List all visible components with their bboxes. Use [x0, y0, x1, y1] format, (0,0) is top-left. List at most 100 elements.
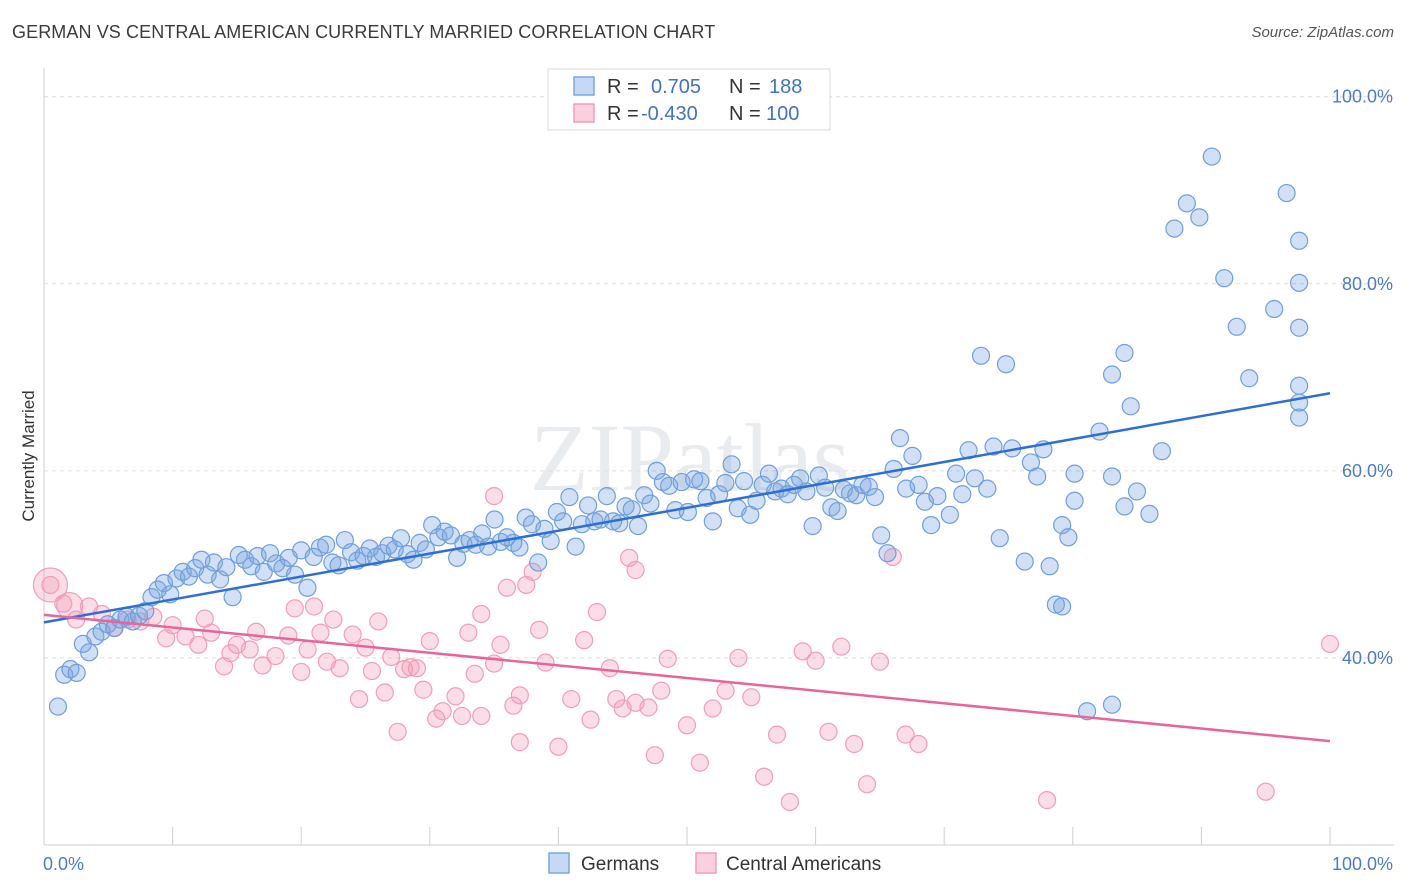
legend-r-value-1: 0.705 — [651, 76, 701, 98]
data-point-central-americans — [362, 661, 382, 681]
data-point-central-americans — [510, 733, 529, 752]
data-point-germans — [229, 545, 248, 565]
data-point-germans — [317, 535, 336, 554]
data-point-germans — [260, 544, 280, 563]
data-point-central-americans — [1320, 634, 1340, 653]
data-point-germans — [223, 588, 242, 607]
data-point-central-americans — [452, 706, 472, 726]
data-point-central-americans — [562, 689, 581, 709]
data-point-germans — [928, 487, 947, 506]
data-point-central-americans — [189, 635, 208, 654]
data-point-germans — [485, 510, 504, 529]
y-axis-label: Currently Married — [19, 390, 38, 521]
data-point-germans — [847, 486, 866, 505]
trend-lines — [43, 391, 1331, 743]
data-point-germans — [865, 487, 885, 507]
data-point-germans — [647, 461, 666, 480]
data-point-germans — [903, 446, 922, 465]
data-point-germans — [1202, 147, 1221, 166]
data-point-germans — [1215, 269, 1234, 288]
y-tick-label: 40.0% — [1342, 648, 1393, 668]
correlation-legend: R = 0.705 N = 188 R = -0.430 N = 100 — [547, 68, 831, 131]
data-point-germans — [1177, 194, 1196, 213]
data-point-central-americans — [780, 792, 799, 812]
data-point-germans — [990, 529, 1009, 548]
data-point-germans — [922, 516, 941, 535]
data-point-central-americans — [523, 562, 542, 581]
data-point-central-americans — [311, 623, 330, 642]
legend-r-value-2: -0.430 — [641, 103, 698, 125]
data-point-central-americans — [324, 610, 343, 629]
series-central-americans — [32, 487, 1340, 812]
data-point-central-americans — [247, 622, 266, 641]
data-point-germans — [946, 464, 966, 483]
data-point-germans — [971, 346, 991, 365]
data-point-germans — [628, 516, 648, 536]
y-tick-label: 100.0% — [1332, 87, 1393, 107]
data-point-germans — [1240, 369, 1259, 388]
data-point-central-americans — [388, 722, 407, 741]
data-point-central-americans — [729, 648, 748, 668]
chart-title: GERMAN VS CENTRAL AMERICAN CURRENTLY MAR… — [12, 22, 716, 42]
data-point-central-americans — [414, 680, 433, 699]
data-point-central-americans — [472, 706, 491, 726]
data-point-central-americans — [382, 647, 401, 667]
data-point-germans — [1102, 467, 1122, 486]
data-point-germans — [872, 526, 891, 545]
data-point-central-americans — [587, 602, 607, 622]
data-point-germans — [622, 500, 641, 519]
data-point-central-americans — [266, 646, 285, 666]
legend-swatch-germans — [573, 76, 595, 96]
data-point-central-americans — [896, 725, 915, 744]
data-point-germans — [1190, 208, 1209, 227]
data-point-germans — [1127, 482, 1147, 501]
data-point-germans — [691, 472, 710, 491]
data-point-germans — [716, 473, 735, 493]
data-point-central-americans — [677, 716, 697, 735]
data-point-germans — [996, 355, 1016, 374]
legend-swatch-central-americans — [573, 103, 595, 123]
data-point-germans — [1015, 552, 1034, 571]
data-point-central-americans — [253, 656, 272, 675]
data-point-germans — [978, 479, 997, 498]
data-point-germans — [1290, 231, 1309, 250]
data-point-germans — [1102, 365, 1122, 384]
data-point-germans — [685, 470, 704, 489]
data-point-central-americans — [157, 629, 176, 648]
bottom-legend-germans: Germans — [581, 854, 659, 875]
data-point-central-americans — [427, 709, 446, 728]
data-point-central-americans — [279, 626, 298, 645]
bottom-legend-central-americans: Central Americans — [726, 854, 881, 875]
trend-line-germans — [43, 391, 1331, 624]
data-point-germans — [722, 455, 741, 474]
data-point-germans — [541, 531, 560, 551]
data-point-central-americans — [690, 753, 709, 772]
data-point-central-americans — [845, 734, 864, 754]
data-point-central-americans — [446, 687, 465, 706]
data-point-germans — [1290, 318, 1309, 337]
y-tick-label: 80.0% — [1342, 274, 1393, 294]
data-point-central-americans — [600, 659, 619, 678]
data-point-central-americans — [870, 652, 890, 671]
data-point-central-americans — [530, 620, 549, 639]
data-point-germans — [610, 514, 629, 533]
data-point-germans — [1065, 491, 1084, 510]
data-point-germans — [597, 487, 616, 506]
data-point-central-americans — [497, 578, 517, 597]
data-point-central-americans — [56, 591, 84, 620]
data-point-germans — [298, 578, 317, 597]
data-point-central-americans — [491, 635, 510, 654]
data-point-germans — [984, 437, 1003, 456]
data-point-central-americans — [394, 660, 414, 679]
data-point-central-americans — [292, 662, 311, 682]
data-point-germans — [1277, 183, 1296, 203]
data-point-central-americans — [767, 725, 787, 744]
data-point-germans — [1290, 376, 1309, 395]
data-point-central-americans — [330, 659, 349, 678]
data-point-germans — [1090, 422, 1109, 441]
data-point-central-americans — [420, 631, 439, 651]
data-point-central-americans — [343, 625, 362, 644]
data-point-germans — [1028, 467, 1047, 486]
data-point-central-americans — [581, 710, 600, 729]
y-tick-label: 60.0% — [1342, 461, 1393, 481]
